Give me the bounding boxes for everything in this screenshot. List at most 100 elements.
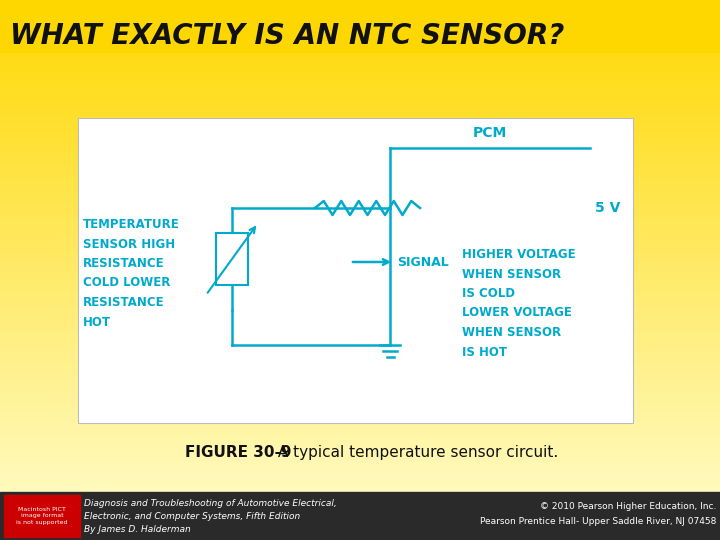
- Text: Diagnosis and Troubleshooting of Automotive Electrical,
Electronic, and Computer: Diagnosis and Troubleshooting of Automot…: [84, 499, 337, 534]
- Bar: [0, 146, 720, 148]
- Bar: [0, 32, 720, 35]
- Bar: [0, 54, 720, 57]
- Bar: [0, 0, 720, 3]
- Bar: [0, 332, 720, 335]
- Bar: [0, 86, 720, 89]
- Bar: [0, 508, 720, 510]
- Bar: [0, 224, 720, 227]
- Bar: [0, 429, 720, 432]
- Bar: [0, 292, 720, 294]
- Bar: [0, 148, 720, 151]
- Bar: [0, 3, 720, 5]
- Bar: [0, 489, 720, 491]
- Bar: [0, 108, 720, 111]
- Bar: [0, 246, 720, 248]
- Bar: [0, 76, 720, 78]
- Bar: [0, 462, 720, 464]
- Bar: [0, 535, 720, 537]
- Bar: [0, 494, 720, 497]
- Bar: [0, 243, 720, 246]
- Bar: [0, 416, 720, 418]
- Bar: [0, 305, 720, 308]
- Bar: [0, 132, 720, 135]
- Bar: [0, 49, 720, 51]
- Bar: [0, 273, 720, 275]
- Bar: [0, 346, 720, 348]
- Text: Macintosh PICT
image format
is not supported: Macintosh PICT image format is not suppo…: [17, 507, 68, 525]
- Bar: [0, 135, 720, 138]
- Bar: [0, 281, 720, 284]
- Bar: [0, 375, 720, 378]
- Bar: [0, 232, 720, 235]
- Bar: [0, 421, 720, 424]
- Bar: [0, 354, 720, 356]
- Bar: [0, 319, 720, 321]
- Bar: [0, 92, 720, 94]
- Bar: [0, 165, 720, 167]
- Bar: [0, 518, 720, 521]
- Bar: [0, 521, 720, 524]
- Bar: [0, 113, 720, 116]
- Bar: [0, 200, 720, 202]
- Bar: [0, 297, 720, 300]
- Bar: [0, 111, 720, 113]
- Bar: [0, 351, 720, 354]
- Bar: [0, 327, 720, 329]
- Bar: [0, 94, 720, 97]
- Bar: [0, 324, 720, 327]
- Bar: [0, 392, 720, 394]
- Bar: [0, 340, 720, 343]
- Bar: [0, 100, 720, 103]
- Bar: [0, 116, 720, 119]
- Bar: [0, 510, 720, 513]
- Text: PCM: PCM: [473, 126, 507, 140]
- Bar: [0, 46, 720, 49]
- Bar: [0, 70, 720, 73]
- Bar: [0, 24, 720, 27]
- Bar: [0, 167, 720, 170]
- Bar: [0, 491, 720, 494]
- Bar: [0, 338, 720, 340]
- Bar: [0, 0, 720, 52]
- Bar: [0, 300, 720, 302]
- Bar: [0, 124, 720, 127]
- Bar: [0, 432, 720, 435]
- Bar: [0, 413, 720, 416]
- Bar: [0, 205, 720, 208]
- Bar: [0, 335, 720, 338]
- Bar: [0, 316, 720, 319]
- Text: FIGURE 30-9: FIGURE 30-9: [185, 445, 292, 460]
- Bar: [0, 176, 720, 178]
- Bar: [0, 481, 720, 483]
- Bar: [0, 497, 720, 500]
- Bar: [0, 197, 720, 200]
- Bar: [0, 138, 720, 140]
- Bar: [0, 184, 720, 186]
- Bar: [0, 483, 720, 486]
- Bar: [0, 16, 720, 19]
- Bar: [0, 278, 720, 281]
- Bar: [0, 310, 720, 313]
- Bar: [0, 470, 720, 472]
- Bar: [0, 30, 720, 32]
- Bar: [0, 389, 720, 392]
- Bar: [0, 221, 720, 224]
- Bar: [0, 529, 720, 532]
- Bar: [0, 356, 720, 359]
- Bar: [0, 400, 720, 402]
- Bar: [0, 502, 720, 505]
- Bar: [0, 381, 720, 383]
- Bar: [0, 238, 720, 240]
- Bar: [0, 140, 720, 143]
- Bar: [0, 40, 720, 43]
- Bar: [0, 270, 720, 273]
- Bar: [0, 275, 720, 278]
- Text: SIGNAL: SIGNAL: [397, 255, 449, 268]
- Bar: [0, 532, 720, 535]
- Bar: [0, 516, 720, 518]
- Bar: [0, 157, 720, 159]
- Bar: [0, 505, 720, 508]
- Bar: [4, 495, 80, 537]
- Bar: [0, 216, 720, 219]
- Bar: [0, 143, 720, 146]
